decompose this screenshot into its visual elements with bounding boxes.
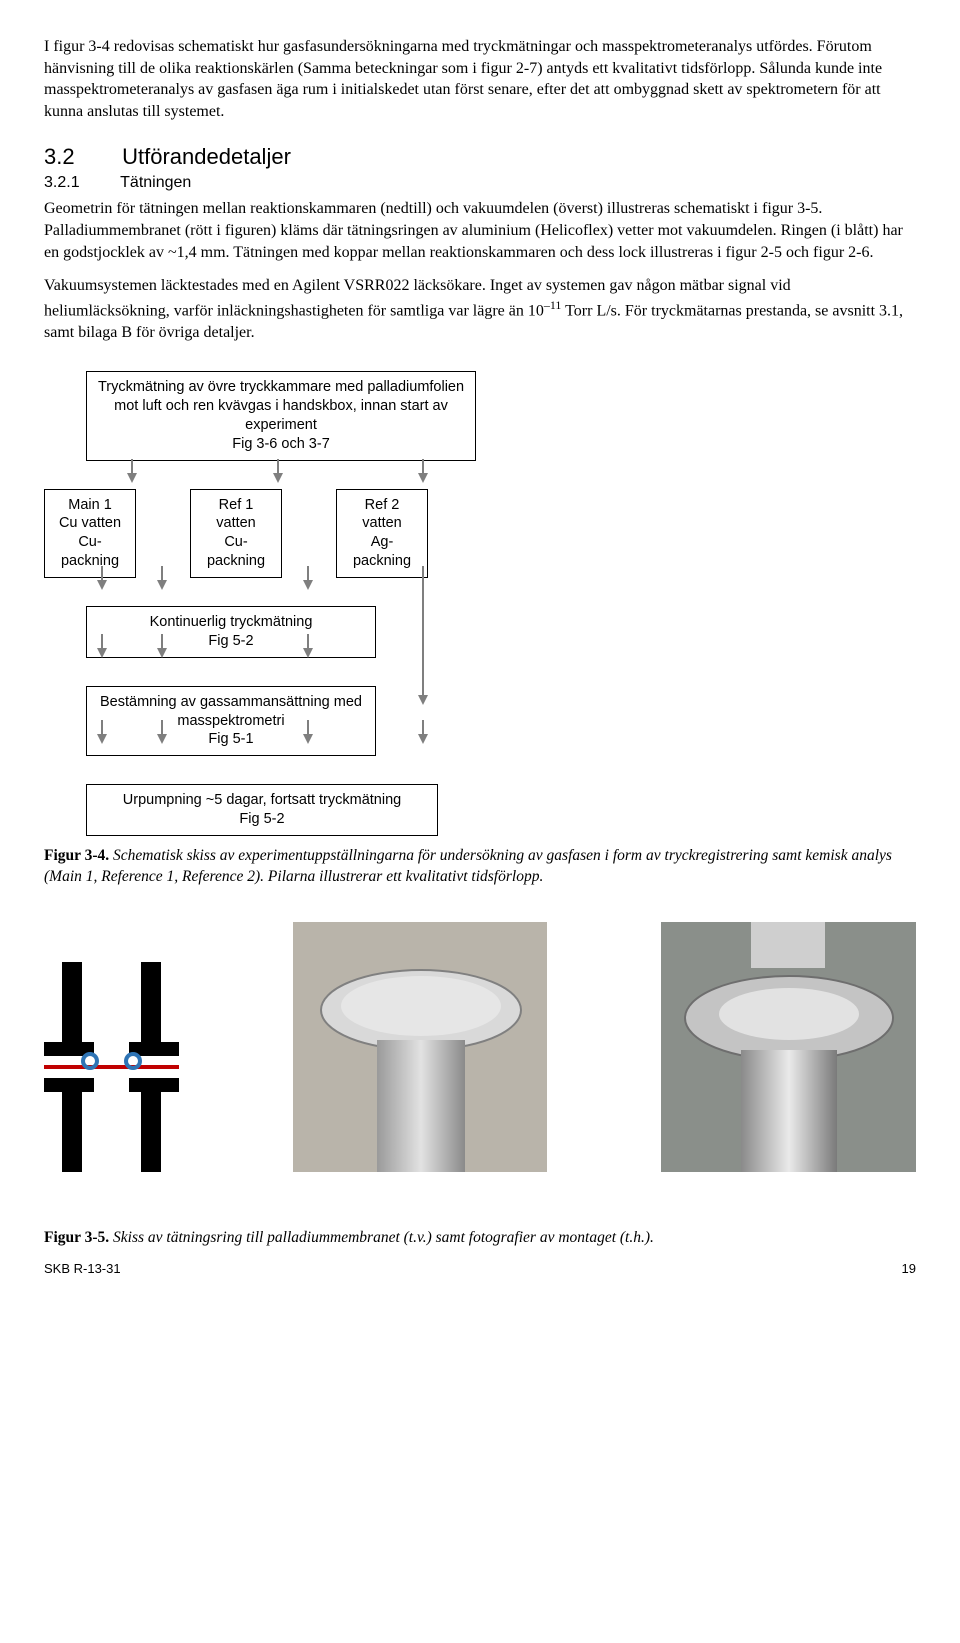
figure-3-5-row [44, 922, 916, 1172]
subsection-title: Tätningen [120, 174, 191, 191]
flow-box-ref2: Ref 2vattenAg-packning [336, 489, 428, 578]
figure-3-5-caption: Figur 3-5. Skiss av tätningsring till pa… [44, 1228, 916, 1249]
flow-box-top: Tryckmätning av övre tryckkammare med pa… [86, 371, 476, 460]
seal-photo-1 [293, 922, 548, 1172]
flow-box-ref1: Ref 1vattenCu-packning [190, 489, 282, 578]
figure-3-5-lead: Figur 3-5. [44, 1229, 109, 1246]
sealing-ring-sketch [44, 962, 179, 1172]
seal-photo-2 [661, 922, 916, 1172]
paragraph-vakuum: Vakuumsystemen läcktestades med en Agile… [44, 275, 916, 343]
figure-3-4-lead: Figur 3-4. [44, 847, 109, 864]
subsection-number: 3.2.1 [44, 174, 116, 192]
paragraph-intro: I figur 3-4 redovisas schematiskt hur ga… [44, 36, 916, 122]
flow-box-masspektrometri: Bestämning av gassammansättning med mass… [86, 686, 376, 757]
footer-left: SKB R-13-31 [44, 1261, 121, 1276]
flow-box-kontinuerlig: Kontinuerlig tryckmätningFig 5-2 [86, 606, 376, 658]
page-footer: SKB R-13-31 19 [44, 1261, 916, 1276]
flowchart-fig-3-4: Tryckmätning av övre tryckkammare med pa… [44, 371, 916, 836]
footer-page-number: 19 [902, 1261, 916, 1276]
section-number: 3.2 [44, 144, 116, 170]
subsection-heading: 3.2.1 Tätningen [44, 174, 916, 192]
para3-exponent: –11 [544, 298, 562, 312]
flow-box-urpumpning: Urpumpning ~5 dagar, fortsatt tryckmätni… [86, 784, 438, 836]
section-heading: 3.2 Utförandedetaljer [44, 144, 916, 170]
figure-3-4-caption: Figur 3-4. Schematisk skiss av experimen… [44, 846, 916, 888]
paragraph-tatningen: Geometrin för tätningen mellan reaktions… [44, 198, 916, 263]
figure-3-4-text: Schematisk skiss av experimentuppställni… [44, 847, 892, 885]
flow-box-main1: Main 1Cu vattenCu-packning [44, 489, 136, 578]
figure-3-5-text: Skiss av tätningsring till palladiummemb… [109, 1229, 654, 1246]
section-title: Utförandedetaljer [122, 144, 291, 169]
